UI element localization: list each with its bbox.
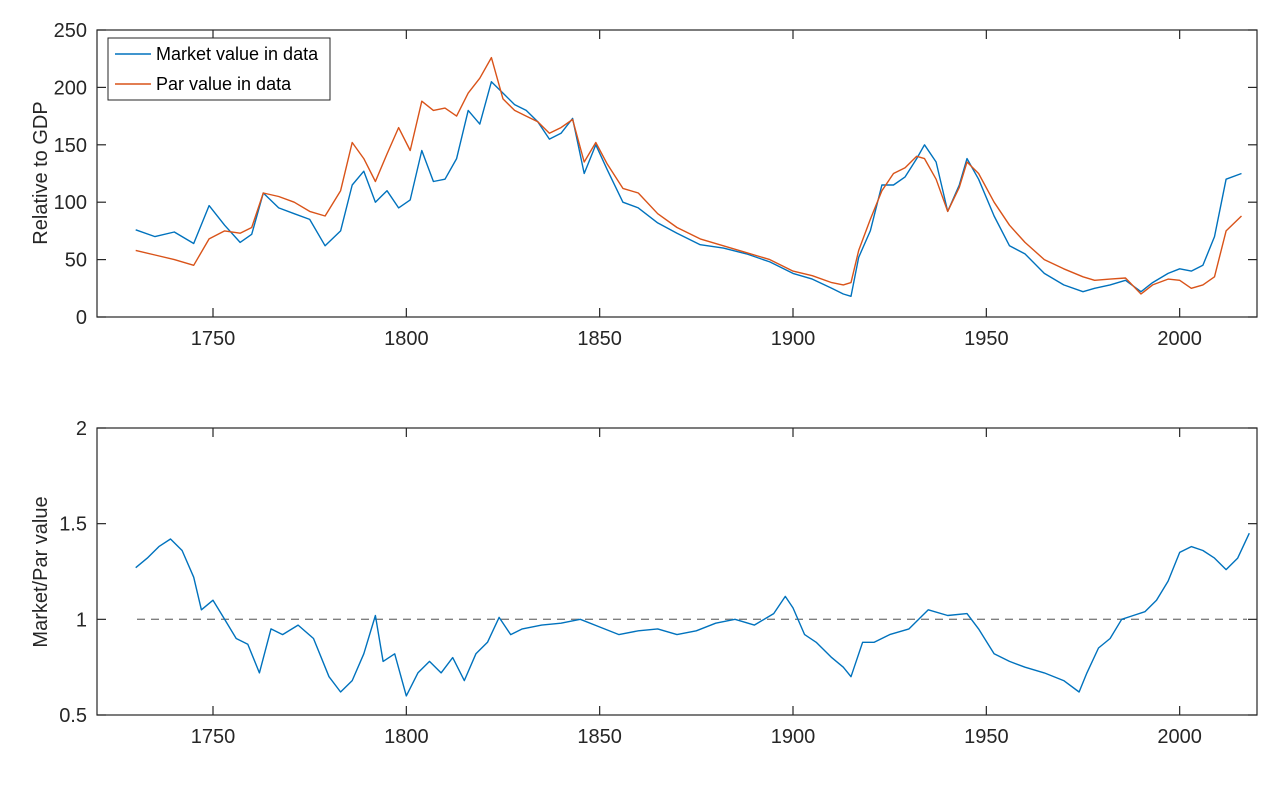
bottom-plot-lines: [135, 532, 1250, 697]
bottom-chart-panel: 1750 1800 1850 1900 1950 2000 0.5 1 1.5 2 Market/…: [30, 418, 1258, 748]
top-chart-panel: 1750 1800 1850 1900 1950 2000050100150200250 …: [30, 20, 1258, 350]
y-tick-label: 250: [54, 20, 87, 42]
x-tick-label: 1900: [771, 328, 816, 350]
top-axis-ticks: 1750 1800 1850 1900 1950 2000 0 50 100 150 200 250: [54, 20, 1257, 350]
y-tick-label: 1: [76, 609, 87, 631]
series-line-market-value-in-data: [135, 80, 1242, 297]
x-tick-label: 2000: [1157, 328, 1202, 350]
y-tick-label: 100: [54, 192, 87, 214]
y-tick-label: 50: [65, 250, 87, 272]
x-tick-label: 1750: [191, 726, 236, 748]
series-line-market-par-value: [135, 532, 1250, 697]
bottom-y-axis-label: Market/Par value: [30, 496, 52, 647]
y-tick-label: 150: [54, 135, 87, 157]
legend-label-market-value: Market value in data: [156, 44, 319, 64]
x-tick-label: 1800: [384, 726, 429, 748]
y-tick-label: 2: [76, 418, 87, 440]
x-tick-label: 1950: [964, 726, 1009, 748]
x-tick-label: 1800: [384, 328, 429, 350]
top-y-axis-label: Relative to GDP: [30, 101, 52, 244]
x-tick-label: 1850: [577, 328, 622, 350]
x-tick-label: 1950: [964, 328, 1009, 350]
x-tick-label: 1900: [771, 726, 816, 748]
x-tick-label: 1850: [577, 726, 622, 748]
y-tick-label: 1.5: [59, 514, 87, 536]
x-tick-label: 2000: [1157, 726, 1202, 748]
legend-box: [107, 37, 331, 101]
y-tick-label: 0.5: [59, 705, 87, 727]
series-line-par-value-in-data: [135, 56, 1242, 295]
top-plot-frame: [96, 29, 1258, 318]
y-tick-label: 200: [54, 77, 87, 99]
y-tick-label: 0: [76, 307, 87, 329]
bottom-plot-frame: [96, 427, 1258, 716]
bottom-axis-ticks: 1750 1800 1850 1900 1950 2000 0.5 1 1.5 2: [59, 418, 1257, 748]
top-plot-lines: [135, 56, 1242, 297]
legend-label-par-value: Par value in data: [156, 74, 292, 94]
legend: Market value in data Par value in data: [107, 37, 331, 101]
x-tick-label: 1750: [191, 328, 236, 350]
